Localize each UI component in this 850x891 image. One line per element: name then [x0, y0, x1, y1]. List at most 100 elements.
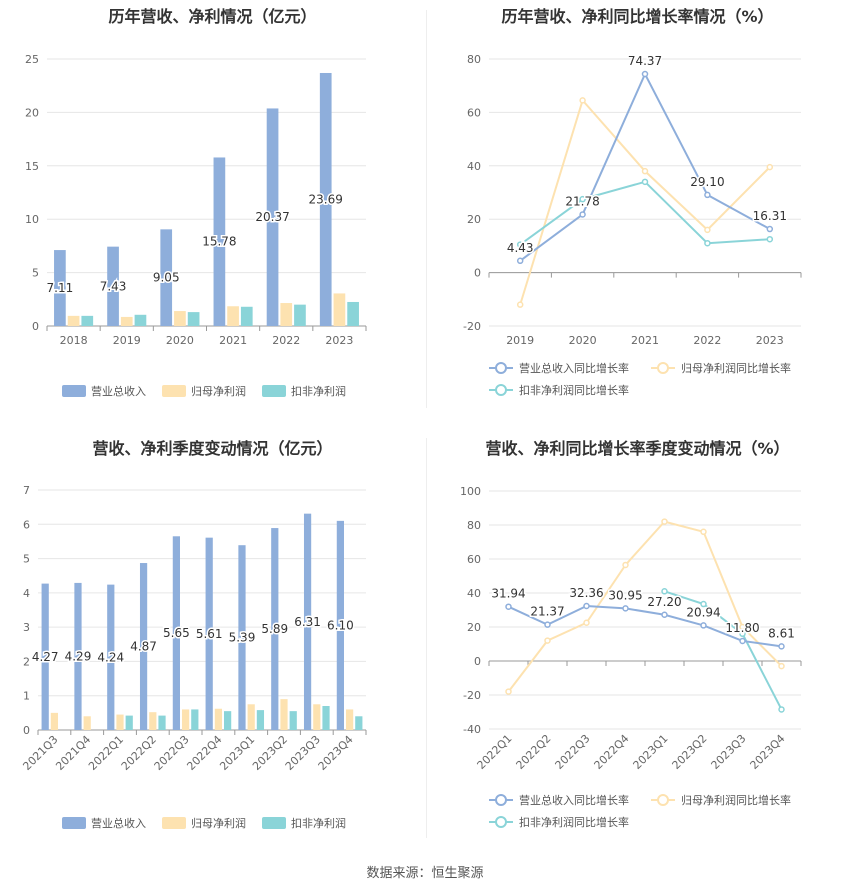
bar-revenue: [213, 157, 226, 326]
legend-swatch: [62, 385, 86, 397]
data-point: [704, 191, 711, 199]
bar-net-profit: [333, 293, 346, 326]
annual-revenue-chart: 历年营收、净利情况（亿元） 0 5 10 15 20 25 2018 2019 2020 2021…: [0, 0, 425, 430]
y-tick-label: 60: [467, 106, 481, 119]
bar-revenue: [107, 246, 119, 326]
bar-revenue: [74, 582, 82, 730]
series-line-revenue: [508, 604, 782, 648]
series-line-deducted-profit: [664, 590, 783, 710]
series-line-revenue: [519, 71, 771, 262]
bar-revenue: [139, 563, 148, 730]
x-tick-label: 2022Q2: [119, 733, 159, 773]
data-point: [700, 622, 707, 629]
data-label: 5.39: [229, 631, 256, 645]
bar-net-profit: [67, 315, 80, 326]
data-label: 31.94: [491, 587, 525, 601]
data-point: [700, 528, 707, 536]
data-point: [778, 706, 785, 713]
quarterly-revenue-plot: 012345672021Q32021Q42022Q12022Q22022Q320…: [20, 484, 367, 830]
bar-net-profit: [313, 704, 321, 730]
x-tick-label: 2019: [506, 334, 534, 347]
bar-deducted-profit: [256, 710, 265, 730]
divider-top: [426, 10, 427, 408]
bar-deducted-profit: [224, 711, 232, 730]
data-point: [579, 211, 586, 218]
y-tick-label: 3: [23, 621, 30, 634]
x-tick-label: 2023Q3: [283, 733, 323, 773]
data-label: 21.78: [565, 194, 599, 208]
data-label: 21.37: [530, 605, 564, 619]
x-tick-label: 2022Q2: [514, 732, 554, 772]
data-label: 4.29: [65, 649, 92, 663]
data-point: [641, 167, 649, 175]
legend-label: 归母净利润: [191, 384, 246, 398]
data-label: 4.27: [32, 650, 59, 664]
legend-marker: [495, 384, 507, 396]
bar-net-profit: [149, 712, 157, 730]
x-tick-label: 2023Q4: [316, 733, 356, 773]
data-point: [661, 611, 668, 619]
bar-revenue: [172, 536, 180, 730]
legend-label: 扣非净利润同比增长率: [519, 815, 629, 829]
y-tick-label: 60: [467, 553, 481, 566]
bar-revenue: [160, 229, 173, 326]
series-line-net-profit: [507, 520, 783, 693]
data-point: [700, 600, 707, 608]
y-tick-label: 10: [25, 213, 39, 226]
bar-net-profit: [50, 712, 59, 730]
data-label: 5.65: [163, 626, 190, 640]
x-tick-label: 2021: [631, 334, 659, 347]
legend-label: 扣非净利润同比增长率: [519, 383, 629, 397]
y-tick-label: 80: [467, 53, 481, 66]
y-tick-label: 2: [23, 655, 30, 668]
legend-marker: [657, 794, 669, 806]
data-point: [661, 518, 668, 525]
y-tick-label: 40: [467, 587, 481, 600]
data-point: [661, 588, 668, 595]
bar-deducted-profit: [134, 314, 147, 326]
bar-revenue: [303, 513, 312, 730]
legend-swatch: [162, 385, 186, 397]
x-tick-label: 2022Q3: [553, 732, 593, 772]
data-label: 29.10: [690, 175, 724, 189]
data-label: 7.11: [47, 281, 74, 295]
y-tick-label: 0: [23, 724, 30, 737]
bar-deducted-profit: [191, 709, 199, 730]
x-tick-label: 2022: [272, 334, 300, 347]
data-point: [766, 235, 774, 243]
y-tick-label: 25: [25, 53, 39, 66]
y-tick-label: 0: [474, 267, 481, 280]
data-point: [778, 662, 785, 670]
bar-revenue: [319, 72, 332, 326]
bar-deducted-profit: [294, 304, 306, 326]
data-point: [516, 257, 524, 265]
x-tick-label: 2023Q2: [250, 733, 290, 773]
data-point: [579, 97, 586, 104]
data-point: [583, 602, 590, 610]
data-label: 15.78: [202, 235, 236, 249]
y-tick-label: 1: [23, 690, 30, 703]
bar-net-profit: [280, 303, 293, 326]
bar-deducted-profit: [240, 306, 253, 326]
annual-growth-chart: 历年营收、净利同比增长率情况（%） -20 0 20 40 60 80 2019 2020 20…: [425, 0, 850, 430]
y-tick-label: 0: [474, 655, 481, 668]
x-tick-label: 2021Q3: [20, 733, 60, 773]
legend-swatch: [262, 385, 286, 397]
data-label: 20.37: [255, 210, 289, 224]
x-tick-label: 2023Q2: [670, 732, 710, 772]
legend-label: 扣非净利润: [291, 816, 346, 830]
bar-revenue: [54, 250, 66, 326]
data-point: [739, 630, 746, 638]
data-label: 20.94: [686, 605, 720, 619]
series-line-deducted-profit: [519, 180, 770, 246]
bar-net-profit: [227, 306, 239, 326]
y-tick-label: -20: [463, 320, 481, 333]
data-label: 6.31: [294, 615, 321, 629]
data-label: 7.43: [100, 279, 127, 293]
chart-title: 历年营收、净利情况（亿元）: [108, 7, 317, 26]
data-source: 数据来源：恒生聚源: [366, 866, 484, 881]
annual-growth-plot: -20 0 20 40 60 80 2019 2020 2021 2022 2023 4.43 21.7…: [463, 53, 802, 397]
y-tick-label: 100: [460, 485, 481, 498]
bar-net-profit: [345, 709, 354, 730]
data-point: [579, 195, 586, 203]
